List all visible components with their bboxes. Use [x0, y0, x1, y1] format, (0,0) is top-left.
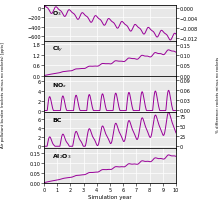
Text: BC: BC — [52, 118, 61, 123]
X-axis label: Simulation year: Simulation year — [88, 194, 132, 199]
Text: Cl$_y$: Cl$_y$ — [52, 44, 63, 54]
Text: Air pollutant burden (rockets minus no rockets) [pptv]: Air pollutant burden (rockets minus no r… — [1, 42, 5, 147]
Text: NO$_x$: NO$_x$ — [52, 80, 67, 89]
Text: O$_3$: O$_3$ — [52, 9, 62, 18]
Text: Al$_2$O$_3$: Al$_2$O$_3$ — [52, 151, 72, 160]
Text: % difference: rockets minus no rockets: % difference: rockets minus no rockets — [216, 57, 220, 133]
